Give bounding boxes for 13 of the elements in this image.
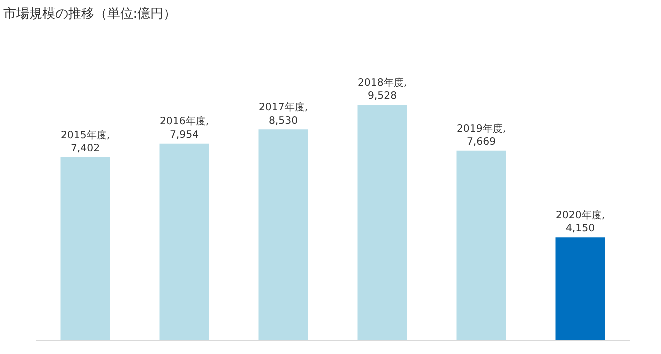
data-label: 2020年度, 4,150 [556, 209, 606, 235]
data-label: 2016年度, 7,954 [160, 116, 210, 141]
data-label: 2017年度, 8,530 [258, 102, 308, 127]
data-label: 2018年度, 9,528 [358, 76, 408, 102]
bar [60, 157, 110, 340]
chart-title: 市場規模の推移（単位:億円） [3, 6, 177, 22]
bar [160, 144, 210, 340]
data-label: 2015年度, 7,402 [60, 129, 110, 155]
bar [456, 150, 506, 340]
bar [556, 238, 606, 340]
data-label: 2019年度, 7,669 [456, 122, 506, 148]
bar [258, 130, 308, 340]
bar [358, 105, 408, 340]
